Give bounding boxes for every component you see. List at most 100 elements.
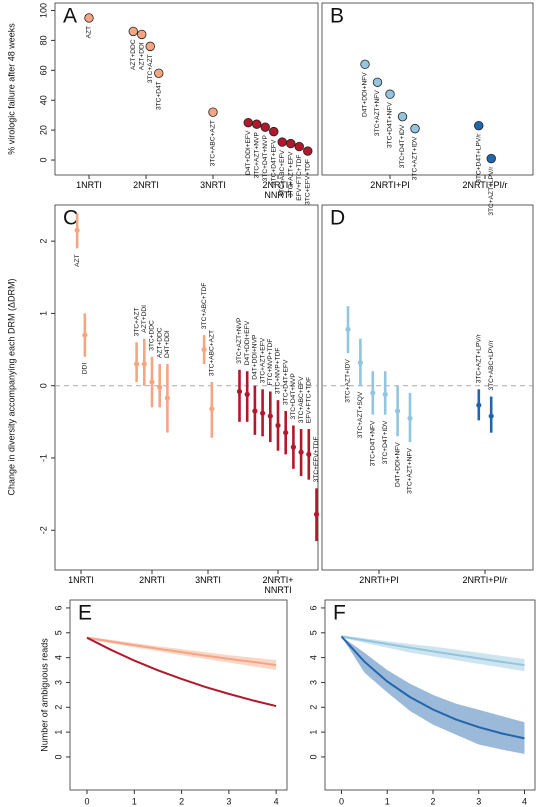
estimate (290, 444, 296, 450)
point-label: 3TC+AZT (133, 308, 140, 337)
y-tick-label: 5 (308, 630, 318, 635)
estimate (395, 408, 401, 414)
point (260, 122, 270, 132)
point-label: 3TC+D4T (156, 81, 163, 110)
point-label: 3TC+ABC+AZT (210, 120, 217, 166)
estimate (236, 388, 243, 395)
y-tick-label: 80 (38, 35, 48, 45)
y-tick-label: 2 (308, 705, 318, 710)
point-label: 3TC+D4T+IDV (382, 420, 389, 464)
point-label: 3TC+AZT+IDV (412, 136, 419, 180)
x-tick-label: 1NRTI (76, 180, 102, 190)
x-tick-label: 3NRTI (195, 575, 221, 585)
y-axis-label: Number of ambiguous reads (39, 638, 49, 752)
point (286, 138, 296, 149)
y-tick-label: 6 (308, 605, 318, 610)
y-tick-label: 1 (38, 311, 48, 316)
x-tick-label: 2NRTI (139, 575, 165, 585)
estimate (201, 346, 207, 353)
point-label: 3TC+ABC+TDF (201, 283, 208, 330)
panel-letter: F (333, 601, 346, 624)
point-label: 3TC+DDC (149, 320, 156, 351)
point-label: 3TC+EFV+TDF (313, 437, 320, 483)
point (128, 26, 138, 37)
point-label: 3TC+AZT+EFV (259, 337, 266, 383)
x-tick-label: 1 (385, 796, 390, 806)
x-tick-label: 2 (179, 796, 184, 806)
estimate (306, 451, 312, 457)
x-tick-label: 2NRTI+PI (370, 180, 410, 190)
y-tick-label: -2 (38, 526, 48, 534)
y-tick-label: 2 (53, 705, 63, 710)
point-label: AZT (74, 254, 81, 266)
x-tick-label: 4 (274, 796, 279, 806)
x-tick-label: 1 (132, 796, 137, 806)
estimate (260, 410, 266, 416)
y-tick-label: 0 (53, 754, 63, 759)
y-tick-label: 100 (38, 3, 48, 18)
point-label: AZT+DDC (156, 327, 163, 358)
x-tick-label: 2NRTI+ NNRTI (262, 180, 294, 200)
point-label: 3TC+NVP+TDF (275, 348, 282, 395)
panel-letter: C (63, 206, 78, 229)
estimate (283, 430, 289, 436)
point-label: D4T+DDI+EFV (245, 130, 252, 175)
estimate (370, 390, 376, 396)
point (137, 29, 147, 40)
point (474, 120, 484, 131)
point-label: 3TC+D4T+EFV (282, 359, 289, 405)
y-tick-label: 4 (308, 655, 318, 660)
point (277, 137, 287, 147)
point-label: 3TC+AZT+LPV/r (488, 166, 495, 216)
point (385, 89, 395, 99)
estimate (357, 359, 363, 366)
y-tick-label: 3 (53, 680, 63, 685)
x-tick-label: 2NRTI (133, 180, 159, 190)
point-label: D4T+DDI+EFV (244, 320, 251, 365)
point (410, 123, 420, 134)
fit-line (341, 635, 525, 667)
y-tick-label: 2 (38, 239, 48, 244)
estimate (313, 511, 320, 517)
estimate (382, 391, 388, 397)
panel-frame (324, 599, 536, 791)
point (208, 107, 218, 117)
point-label: AZT+DDC (130, 39, 137, 70)
estimate (488, 413, 494, 419)
point (243, 117, 253, 128)
fit-line (86, 636, 277, 708)
point-label: FTC+NVP+TDF (267, 339, 274, 386)
point-label: 3TC+ABC+EFV (298, 376, 305, 423)
estimate (82, 332, 88, 338)
point-label: D4T+DDI+NFV (362, 72, 369, 117)
point-label: 3TC+AZT+EFV (288, 151, 295, 197)
panel-letter: B (330, 4, 344, 27)
point-label: 3TC+AZT+NFV (374, 90, 381, 136)
x-tick-label: 2NRTI+PI/r (462, 180, 508, 190)
y-tick-label: 60 (38, 65, 48, 75)
estimate (267, 413, 273, 419)
estimate (244, 391, 250, 397)
point (252, 119, 262, 129)
point-label: 3TC+AZT (147, 54, 154, 83)
y-tick-label: -1 (38, 454, 48, 462)
estimate (407, 415, 413, 421)
point-label: 3TC+ABC+EFV (279, 150, 286, 197)
estimate (134, 361, 140, 367)
point-label: 3TC+EFV+TDF (305, 159, 312, 205)
point-label: 3TC+D4T+NVP (262, 135, 269, 182)
y-tick-label: 0 (38, 383, 48, 388)
point-label: 3TC+ABC+LPV/r (488, 340, 495, 391)
panel-frame (69, 599, 288, 791)
fit-line (340, 635, 525, 740)
y-tick-label: 40 (38, 95, 48, 105)
y-tick-label: 20 (38, 125, 48, 135)
panel-frame (321, 2, 534, 176)
estimate (141, 361, 147, 367)
x-tick-label: 2NRTI+ NNRTI (262, 575, 294, 595)
panel-frame (321, 204, 534, 571)
fit-line (86, 636, 277, 667)
point (294, 141, 304, 152)
point (372, 77, 383, 87)
point (269, 126, 279, 137)
